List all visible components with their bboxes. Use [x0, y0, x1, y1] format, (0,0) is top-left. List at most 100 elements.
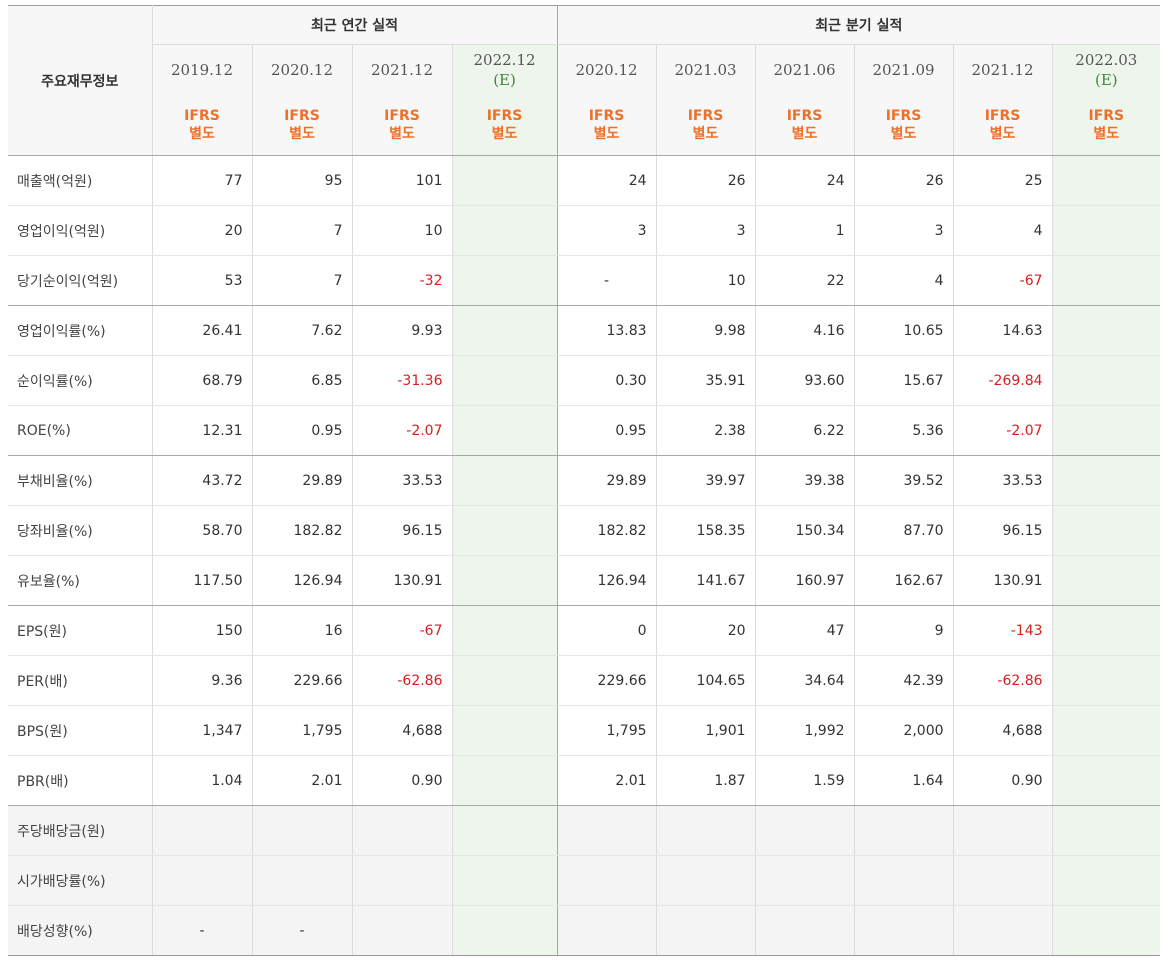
- table-cell: 1: [754, 205, 855, 256]
- period-header: 2019.12: [151, 44, 252, 95]
- period-date: 2022.03: [1075, 51, 1138, 69]
- basis-line1: IFRS: [184, 108, 220, 124]
- table-cell: [1051, 405, 1161, 456]
- table-cell: 229.66: [556, 655, 657, 706]
- table-cell: [853, 905, 954, 956]
- table-cell: 47: [754, 605, 855, 656]
- table-cell: [451, 655, 558, 706]
- table-cell: 25: [952, 155, 1053, 206]
- basis-line1: IFRS: [384, 108, 420, 124]
- table-row: 배당성향(%) - -: [8, 905, 1161, 956]
- basis-line2: 별도: [389, 126, 415, 142]
- basis-header: IFRS 별도: [655, 95, 756, 156]
- quarter-group-header: 최근 분기 실적: [556, 5, 1161, 45]
- table-cell: 2.01: [556, 755, 657, 806]
- basis-header: IFRS 별도: [556, 95, 657, 156]
- table-row: 부채비율(%) 43.72 29.89 33.53 29.89 39.97 39.38 39.…: [8, 455, 1161, 506]
- basis-header: IFRS 별도: [351, 95, 452, 156]
- table-cell: [351, 805, 452, 856]
- table-row: 당기순이익(억원) 53 7 -32 -10 22 4 -67: [8, 255, 1161, 306]
- row-label: 부채비율(%): [8, 455, 153, 506]
- basis-line2: 별도: [491, 126, 518, 142]
- period-date: 2022.12: [473, 51, 536, 69]
- period-date: 2021.09: [872, 61, 935, 79]
- basis-line2: 별도: [692, 126, 719, 142]
- table-cell: -269.84: [952, 355, 1053, 406]
- period-date: 2021.12: [971, 61, 1034, 79]
- table-cell: 33.53: [351, 455, 452, 506]
- table-cell: 4: [853, 255, 954, 306]
- row-label: PBR(배): [8, 755, 153, 806]
- table-cell: [451, 505, 558, 556]
- basis-line1: IFRS: [786, 108, 823, 124]
- table-cell: 1.64: [853, 755, 954, 806]
- table-cell: 4,688: [952, 705, 1053, 756]
- table-cell: [451, 755, 558, 806]
- basis-line2: 별도: [989, 126, 1016, 142]
- table-cell: 3: [655, 205, 756, 256]
- table-cell: 3: [556, 205, 657, 256]
- table-cell: 2.38: [655, 405, 756, 456]
- period-header: 2021.12: [351, 44, 452, 95]
- table-cell: -32: [351, 255, 452, 306]
- table-cell: [451, 455, 558, 506]
- table-cell: 26.41: [151, 305, 252, 356]
- table-cell: 2,000: [853, 705, 954, 756]
- table-cell: 10: [655, 255, 756, 306]
- basis-line2: 별도: [189, 126, 215, 142]
- basis-line1: IFRS: [588, 108, 625, 124]
- table-row: 영업이익(억원) 20 7 10 3 3 1 3 4: [8, 205, 1161, 256]
- table-cell: 6.22: [754, 405, 855, 456]
- table-cell: -2.07: [351, 405, 452, 456]
- table-cell: [1051, 705, 1161, 756]
- period-header: 2022.03 (E): [1051, 44, 1161, 95]
- table-cell: [556, 905, 657, 956]
- table-cell: 7: [251, 205, 352, 256]
- period-date: 2021.06: [773, 61, 836, 79]
- table-cell: 1.87: [655, 755, 756, 806]
- table-cell: [451, 155, 558, 206]
- period-header-row: 2019.12 2020.12 2021.12 2022.12 (E) 2020.12 20…: [8, 44, 1161, 95]
- table-cell: 12.31: [151, 405, 252, 456]
- table-cell: 58.70: [151, 505, 252, 556]
- basis-header-row: IFRS 별도 IFRS 별도 IFRS 별도 IFRS 별도 IFRS 별도 IFRS 별도 IFRS…: [8, 95, 1161, 156]
- table-cell: 7.62: [251, 305, 352, 356]
- period-header: 2021.12: [952, 44, 1053, 95]
- table-cell: 26: [655, 155, 756, 206]
- table-cell: 0.90: [952, 755, 1053, 806]
- period-header: 2021.09: [853, 44, 954, 95]
- row-label: 순이익률(%): [8, 355, 153, 406]
- table-cell: -62.86: [351, 655, 452, 706]
- table-cell: [754, 855, 855, 906]
- basis-line2: 별도: [593, 126, 620, 142]
- table-cell: 29.89: [556, 455, 657, 506]
- table-cell: 14.63: [952, 305, 1053, 356]
- table-cell: [451, 905, 558, 956]
- table-row: 순이익률(%) 68.79 6.85 -31.36 0.30 35.91 93.60 15.6…: [8, 355, 1161, 406]
- table-cell: [351, 905, 452, 956]
- table-cell: 96.15: [351, 505, 452, 556]
- table-cell: [1051, 155, 1161, 206]
- table-cell: [655, 905, 756, 956]
- table-cell: 39.97: [655, 455, 756, 506]
- basis-header: IFRS 별도: [1051, 95, 1161, 156]
- period-header: 2020.12: [251, 44, 352, 95]
- table-cell: 126.94: [251, 555, 352, 606]
- table-row: BPS(원) 1,347 1,795 4,688 1,795 1,901 1,992 2,00…: [8, 705, 1161, 756]
- row-label: 당기순이익(억원): [8, 255, 153, 306]
- basis-line1: IFRS: [984, 108, 1021, 124]
- table-cell: [952, 855, 1053, 906]
- period-date: 2019.12: [170, 61, 234, 79]
- table-cell: 141.67: [655, 555, 756, 606]
- table-cell: 182.82: [251, 505, 352, 556]
- table-row: 매출액(억원) 77 95 101 24 26 24 26 25: [8, 155, 1161, 206]
- table-cell: 93.60: [754, 355, 855, 406]
- table-cell: [1051, 255, 1161, 306]
- table-cell: -: [251, 905, 352, 956]
- table-cell: 20: [655, 605, 756, 656]
- basis-line1: IFRS: [486, 108, 523, 124]
- table-cell: 104.65: [655, 655, 756, 706]
- table-cell: 10.65: [853, 305, 954, 356]
- period-date: 2021.12: [370, 61, 434, 79]
- table-cell: [451, 705, 558, 756]
